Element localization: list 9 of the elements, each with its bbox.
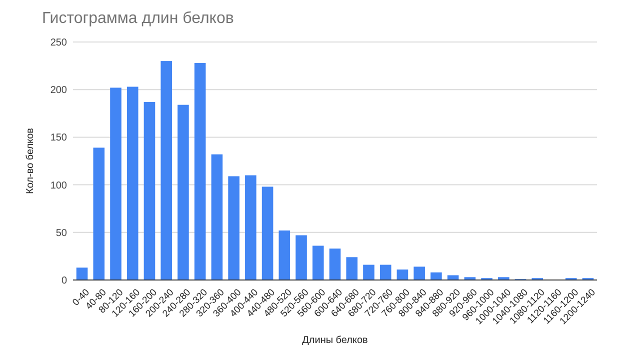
- y-tick-label: 50: [56, 228, 68, 239]
- x-axis-title: Длины белков: [302, 335, 368, 346]
- y-tick-label: 150: [50, 132, 68, 144]
- chart-title: Гистограмма длин белков: [42, 10, 234, 27]
- y-tick-label: 250: [50, 38, 68, 48]
- y-tick-label: 200: [50, 85, 68, 96]
- y-tick-label: 100: [50, 180, 68, 192]
- y-axis-title: Кол-во белков: [25, 128, 36, 194]
- y-tick-label: 0: [61, 276, 68, 286]
